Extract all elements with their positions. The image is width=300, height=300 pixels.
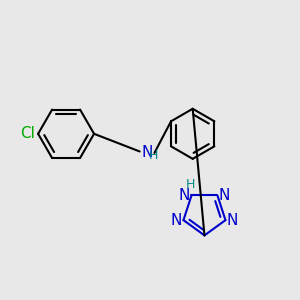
Text: N: N <box>171 213 182 228</box>
Text: H: H <box>185 178 195 191</box>
Text: N: N <box>219 188 230 203</box>
Text: Cl: Cl <box>20 126 35 141</box>
Text: N: N <box>178 188 190 203</box>
Text: N: N <box>227 213 238 228</box>
Text: H: H <box>149 149 158 162</box>
Text: N: N <box>141 146 153 160</box>
